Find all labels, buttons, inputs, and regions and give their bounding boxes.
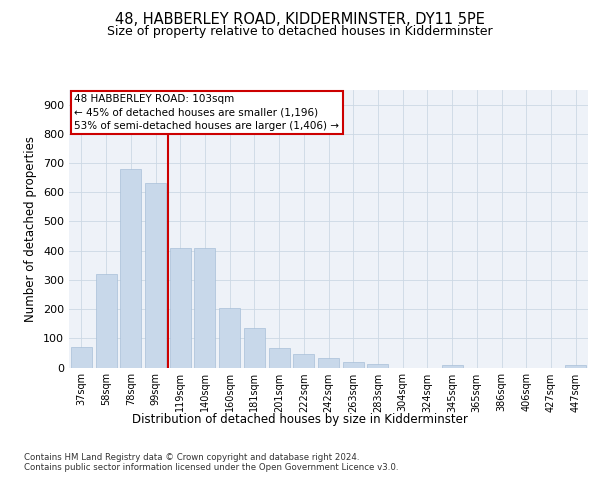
Text: Contains HM Land Registry data © Crown copyright and database right 2024.
Contai: Contains HM Land Registry data © Crown c… (24, 452, 398, 472)
Text: 48, HABBERLEY ROAD, KIDDERMINSTER, DY11 5PE: 48, HABBERLEY ROAD, KIDDERMINSTER, DY11 … (115, 12, 485, 28)
Bar (95, 274, 116, 368)
Bar (269, 348, 290, 368)
Bar (219, 308, 240, 368)
Bar (293, 354, 314, 368)
Bar (145, 184, 166, 368)
Bar (120, 169, 141, 368)
Bar (565, 365, 586, 368)
Bar (194, 248, 215, 368)
Bar (170, 248, 191, 368)
Text: Size of property relative to detached houses in Kidderminster: Size of property relative to detached ho… (107, 25, 493, 38)
Text: Distribution of detached houses by size in Kidderminster: Distribution of detached houses by size … (132, 412, 468, 426)
Bar (244, 328, 265, 368)
Y-axis label: Number of detached properties: Number of detached properties (25, 136, 37, 322)
Bar (318, 358, 339, 368)
Bar (442, 366, 463, 368)
Text: 48 HABBERLEY ROAD: 103sqm
← 45% of detached houses are smaller (1,196)
53% of se: 48 HABBERLEY ROAD: 103sqm ← 45% of detac… (74, 94, 339, 130)
Bar (367, 364, 388, 368)
Bar (71, 347, 92, 368)
Bar (343, 362, 364, 368)
